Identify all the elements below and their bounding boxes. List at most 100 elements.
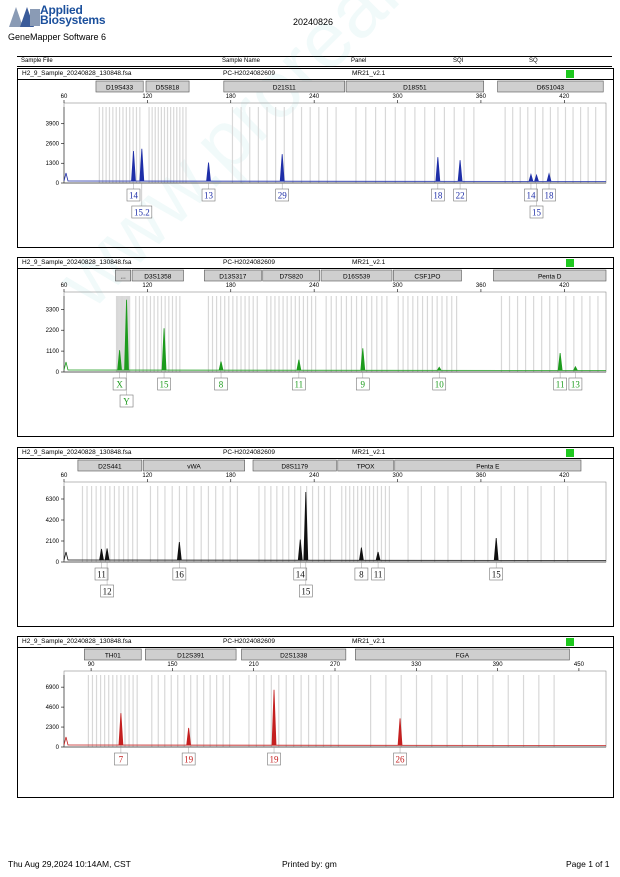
allele-call-box[interactable] (292, 377, 306, 391)
marker-d2s1338: D2S1338 (241, 648, 347, 661)
allele-call-label: 12 (103, 587, 112, 597)
allele-call-label: 13 (204, 191, 214, 201)
allele-call-box[interactable] (453, 188, 467, 202)
y-tick-label: 0 (56, 370, 60, 376)
allele-call-label: 18 (545, 191, 555, 201)
peak (397, 718, 403, 746)
page-number: Page 1 of 1 (566, 859, 610, 869)
marker-label: D12S391 (177, 653, 204, 660)
allele-call-box[interactable] (275, 188, 289, 202)
x-tick-label: 300 (393, 94, 404, 100)
marker-label: D8S1179 (281, 464, 308, 471)
marker-d2s441: D2S441 (77, 459, 143, 472)
marker-bin-box (337, 459, 394, 472)
allele-call-label: 26 (396, 755, 406, 765)
allele-call-box[interactable] (293, 567, 308, 581)
peak (161, 328, 167, 371)
x-tick-label: 300 (393, 473, 404, 479)
allele-call-label: 14 (129, 191, 139, 201)
marker-tpox: TPOX (337, 459, 394, 472)
brand-line-2: Biosystems (40, 13, 106, 27)
software-name: GeneMapper Software 6 (8, 32, 107, 42)
allele-call-box[interactable] (553, 377, 567, 391)
sample-file: H2_9_Sample_20240828_130848.fsa (22, 449, 132, 456)
marker-d18s51: D18S51 (345, 80, 485, 93)
allele-call-box[interactable] (114, 752, 128, 766)
peak (359, 547, 364, 561)
x-tick-label: 60 (61, 94, 68, 100)
allele-call-box[interactable] (355, 377, 370, 391)
y-tick-label: 3900 (46, 122, 60, 128)
y-tick-label: 6900 (46, 685, 60, 691)
electropherogram-green: ... D3S1358 D13S317 D7S820 D16S539 CSF1PO Pent… (46, 269, 607, 408)
marker-vwa: vWA (142, 459, 245, 472)
allele-call-box[interactable] (431, 188, 445, 202)
column-header-row: Sample File Sample Name Panel SQI SQ (17, 56, 612, 67)
x-tick-label: 300 (393, 283, 404, 289)
allele-call-box[interactable] (126, 188, 141, 202)
allele-call-box[interactable] (489, 567, 504, 581)
allele-call-box[interactable] (112, 377, 127, 391)
allele-call-box[interactable] (524, 188, 538, 202)
allele-call-label: 13 (571, 380, 581, 390)
x-tick-label: 180 (226, 473, 237, 479)
peak (104, 548, 110, 561)
allele-call-label: 16 (175, 570, 185, 580)
allele-call-label: 11 (374, 570, 383, 580)
marker-bin-box (131, 269, 184, 282)
peak (279, 154, 285, 182)
allele-call-box[interactable] (542, 188, 556, 202)
marker-label: D5S818 (156, 85, 180, 92)
allele-call-box[interactable] (119, 394, 134, 408)
peak (118, 713, 124, 746)
marker-bin-box (95, 80, 144, 93)
electropherogram-black: D2S441 vWA D8S1179 TPOX Penta E60 120 180 240 30… (46, 459, 607, 598)
y-tick-label: 0 (56, 181, 60, 187)
allele-call-label: 14 (296, 570, 306, 580)
peak (360, 348, 366, 371)
marker-label: TH01 (105, 653, 121, 660)
marker-label: D3S1358 (144, 274, 171, 281)
allele-call-box[interactable] (299, 584, 313, 598)
allele-call-box[interactable] (568, 377, 583, 391)
panel-name: MR21_v2.1 (352, 638, 386, 645)
allele-call-box[interactable] (201, 188, 216, 202)
allele-call-box[interactable] (267, 752, 281, 766)
y-tick-label: 3300 (46, 307, 60, 313)
x-tick-label: 240 (309, 283, 320, 289)
col-panel: Panel (351, 58, 367, 64)
allele-call-box[interactable] (172, 567, 187, 581)
x-tick-label: 360 (476, 283, 487, 289)
peak (131, 151, 136, 182)
allele-call-box[interactable] (157, 377, 171, 391)
allele-call-box[interactable] (181, 752, 196, 766)
x-tick-label: 210 (249, 662, 260, 668)
allele-call-box[interactable] (393, 752, 407, 766)
allele-call-box[interactable] (354, 567, 369, 581)
allele-call-box[interactable] (131, 205, 153, 219)
marker-bin-box (345, 80, 485, 93)
marker-penta-e: Penta E (394, 459, 582, 472)
x-tick-label: 180 (226, 283, 237, 289)
allele-call-box[interactable] (432, 377, 447, 391)
marker-bin-box (115, 269, 132, 282)
marker-d19s433: D19S433 (95, 80, 144, 93)
allele-call-box[interactable] (371, 567, 385, 581)
allele-call-box[interactable] (214, 377, 228, 391)
marker-label: D21S11 (273, 85, 296, 92)
allele-call-box[interactable] (529, 205, 544, 219)
allele-call-box[interactable] (100, 584, 114, 598)
marker-bin-box (145, 80, 190, 93)
y-tick-label: 1300 (46, 161, 60, 167)
sample-info-row: H2_9_Sample_20240828_130848.fsa PC-H2024… (18, 637, 613, 648)
allele-call-box[interactable] (94, 567, 109, 581)
peak (573, 365, 578, 371)
marker-bin-box (320, 269, 393, 282)
peak (436, 366, 442, 371)
marker-penta-d: Penta D (493, 269, 607, 282)
printed-date: Thu Aug 29,2024 10:14AM, CST (8, 859, 131, 869)
trace-baseline (63, 736, 607, 746)
peak (206, 162, 211, 182)
sample-info-row: H2_9_Sample_20240828_130848.fsa PC-H2024… (18, 69, 613, 80)
